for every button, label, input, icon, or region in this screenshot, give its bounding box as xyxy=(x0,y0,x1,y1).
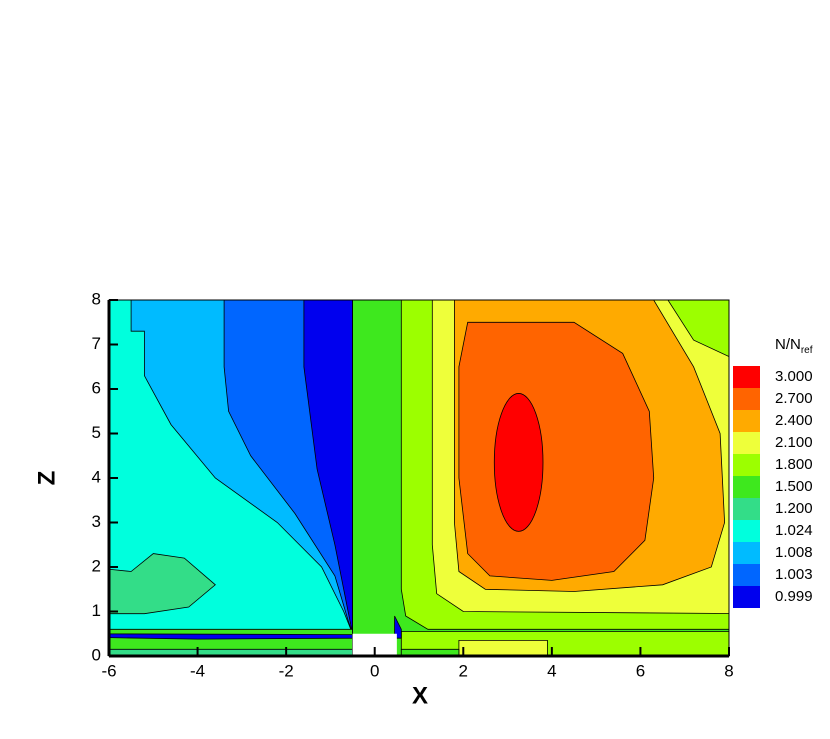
legend-label: 1.800 xyxy=(775,456,813,473)
x-tick-label: 8 xyxy=(724,661,733,680)
legend-label: 1.200 xyxy=(775,500,813,517)
legend-swatch xyxy=(733,564,760,586)
legend-swatch xyxy=(733,388,760,410)
contour-region xyxy=(458,321,655,581)
contour-region xyxy=(458,640,548,656)
y-tick-label: 6 xyxy=(92,378,101,397)
x-tick-label: 6 xyxy=(636,661,645,680)
x-tick-label: -2 xyxy=(279,661,294,680)
legend-label: 1.008 xyxy=(775,544,813,561)
contour-region xyxy=(394,615,402,639)
legend-label: 2.400 xyxy=(775,412,813,429)
legend-label: 1.003 xyxy=(775,566,813,583)
x-tick-label: -4 xyxy=(190,661,205,680)
y-tick-label: 7 xyxy=(92,334,101,353)
legend-swatch xyxy=(733,432,760,454)
legend-swatch xyxy=(733,586,760,608)
legend-swatch xyxy=(733,476,760,498)
y-tick-label: 3 xyxy=(92,512,101,531)
x-tick-label: 4 xyxy=(547,661,556,680)
y-tick-label: 8 xyxy=(92,289,101,308)
legend-swatch xyxy=(733,520,760,542)
legend-swatch xyxy=(733,454,760,476)
legend-swatch xyxy=(733,410,760,432)
x-tick-label: 0 xyxy=(370,661,379,680)
legend-swatch xyxy=(733,542,760,564)
contour-region xyxy=(109,553,216,615)
contour-region xyxy=(109,648,353,656)
y-tick-label: 2 xyxy=(92,556,101,575)
contour-region xyxy=(493,393,544,532)
legend-swatch xyxy=(733,498,760,520)
legend-label: 0.999 xyxy=(775,588,813,605)
y-tick-label: 5 xyxy=(92,423,101,442)
legend-label: 1.500 xyxy=(775,478,813,495)
y-tick-label: 1 xyxy=(92,601,101,620)
contour-region xyxy=(109,633,353,640)
contour-region xyxy=(400,648,460,656)
legend-label: 2.700 xyxy=(775,390,813,407)
x-tick-label: -6 xyxy=(101,661,116,680)
y-tick-label: 4 xyxy=(92,467,101,486)
legend-label: 3.000 xyxy=(775,368,813,385)
legend-title: N/Nref xyxy=(775,336,813,356)
legend-swatch xyxy=(733,366,760,388)
contour-field xyxy=(109,300,729,656)
y-axis-label: Z xyxy=(33,471,60,486)
y-tick-label: 0 xyxy=(92,645,101,664)
x-axis-label: X xyxy=(412,682,428,709)
legend-title-sub: ref xyxy=(801,345,813,356)
legend-title-main: N/N xyxy=(775,336,801,353)
legend-label: 1.024 xyxy=(775,522,813,539)
blank-body xyxy=(352,633,397,656)
x-tick-label: 2 xyxy=(459,661,468,680)
legend-label: 2.100 xyxy=(775,434,813,451)
contour-region xyxy=(667,300,729,357)
